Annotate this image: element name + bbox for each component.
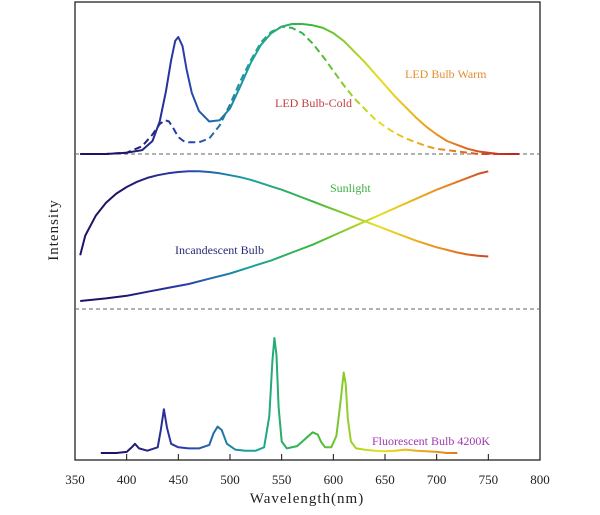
x-tick-label: 550 [272, 472, 292, 487]
series-line-fluorescent-bulb-4200k [100, 337, 458, 454]
series-line-incandescent-bulb [80, 170, 489, 302]
x-tick-label: 650 [375, 472, 395, 487]
series-label: Sunlight [330, 181, 371, 195]
x-tick-label: 450 [169, 472, 189, 487]
series-layer [79, 23, 520, 454]
series-line-led-bulb-warm [80, 23, 520, 155]
series-line-sunlight [79, 170, 489, 258]
x-axis-ticks: 350 400 450 500 550 600 650 700 750 800 [65, 454, 550, 487]
x-tick-label: 500 [220, 472, 240, 487]
x-axis-title: Wavelength(nm) [250, 491, 364, 507]
x-tick-label: 600 [324, 472, 344, 487]
plot-frame [74, 1, 541, 461]
series-labels: LED Bulb Warm LED Bulb-Cold Sunlight Incand… [175, 67, 490, 448]
series-label: LED Bulb Warm [405, 67, 487, 81]
x-tick-label: 800 [530, 472, 550, 487]
x-tick-label: 700 [427, 472, 447, 487]
series-label: Fluorescent Bulb 4200K [372, 434, 490, 448]
series-line-led-bulb-cold [80, 25, 509, 155]
y-axis-title: Intensity [46, 199, 62, 261]
series-label: LED Bulb-Cold [275, 96, 352, 110]
x-tick-label: 350 [65, 472, 85, 487]
x-tick-label: 750 [479, 472, 499, 487]
series-label: Incandescent Bulb [175, 243, 264, 257]
x-tick-label: 400 [117, 472, 137, 487]
